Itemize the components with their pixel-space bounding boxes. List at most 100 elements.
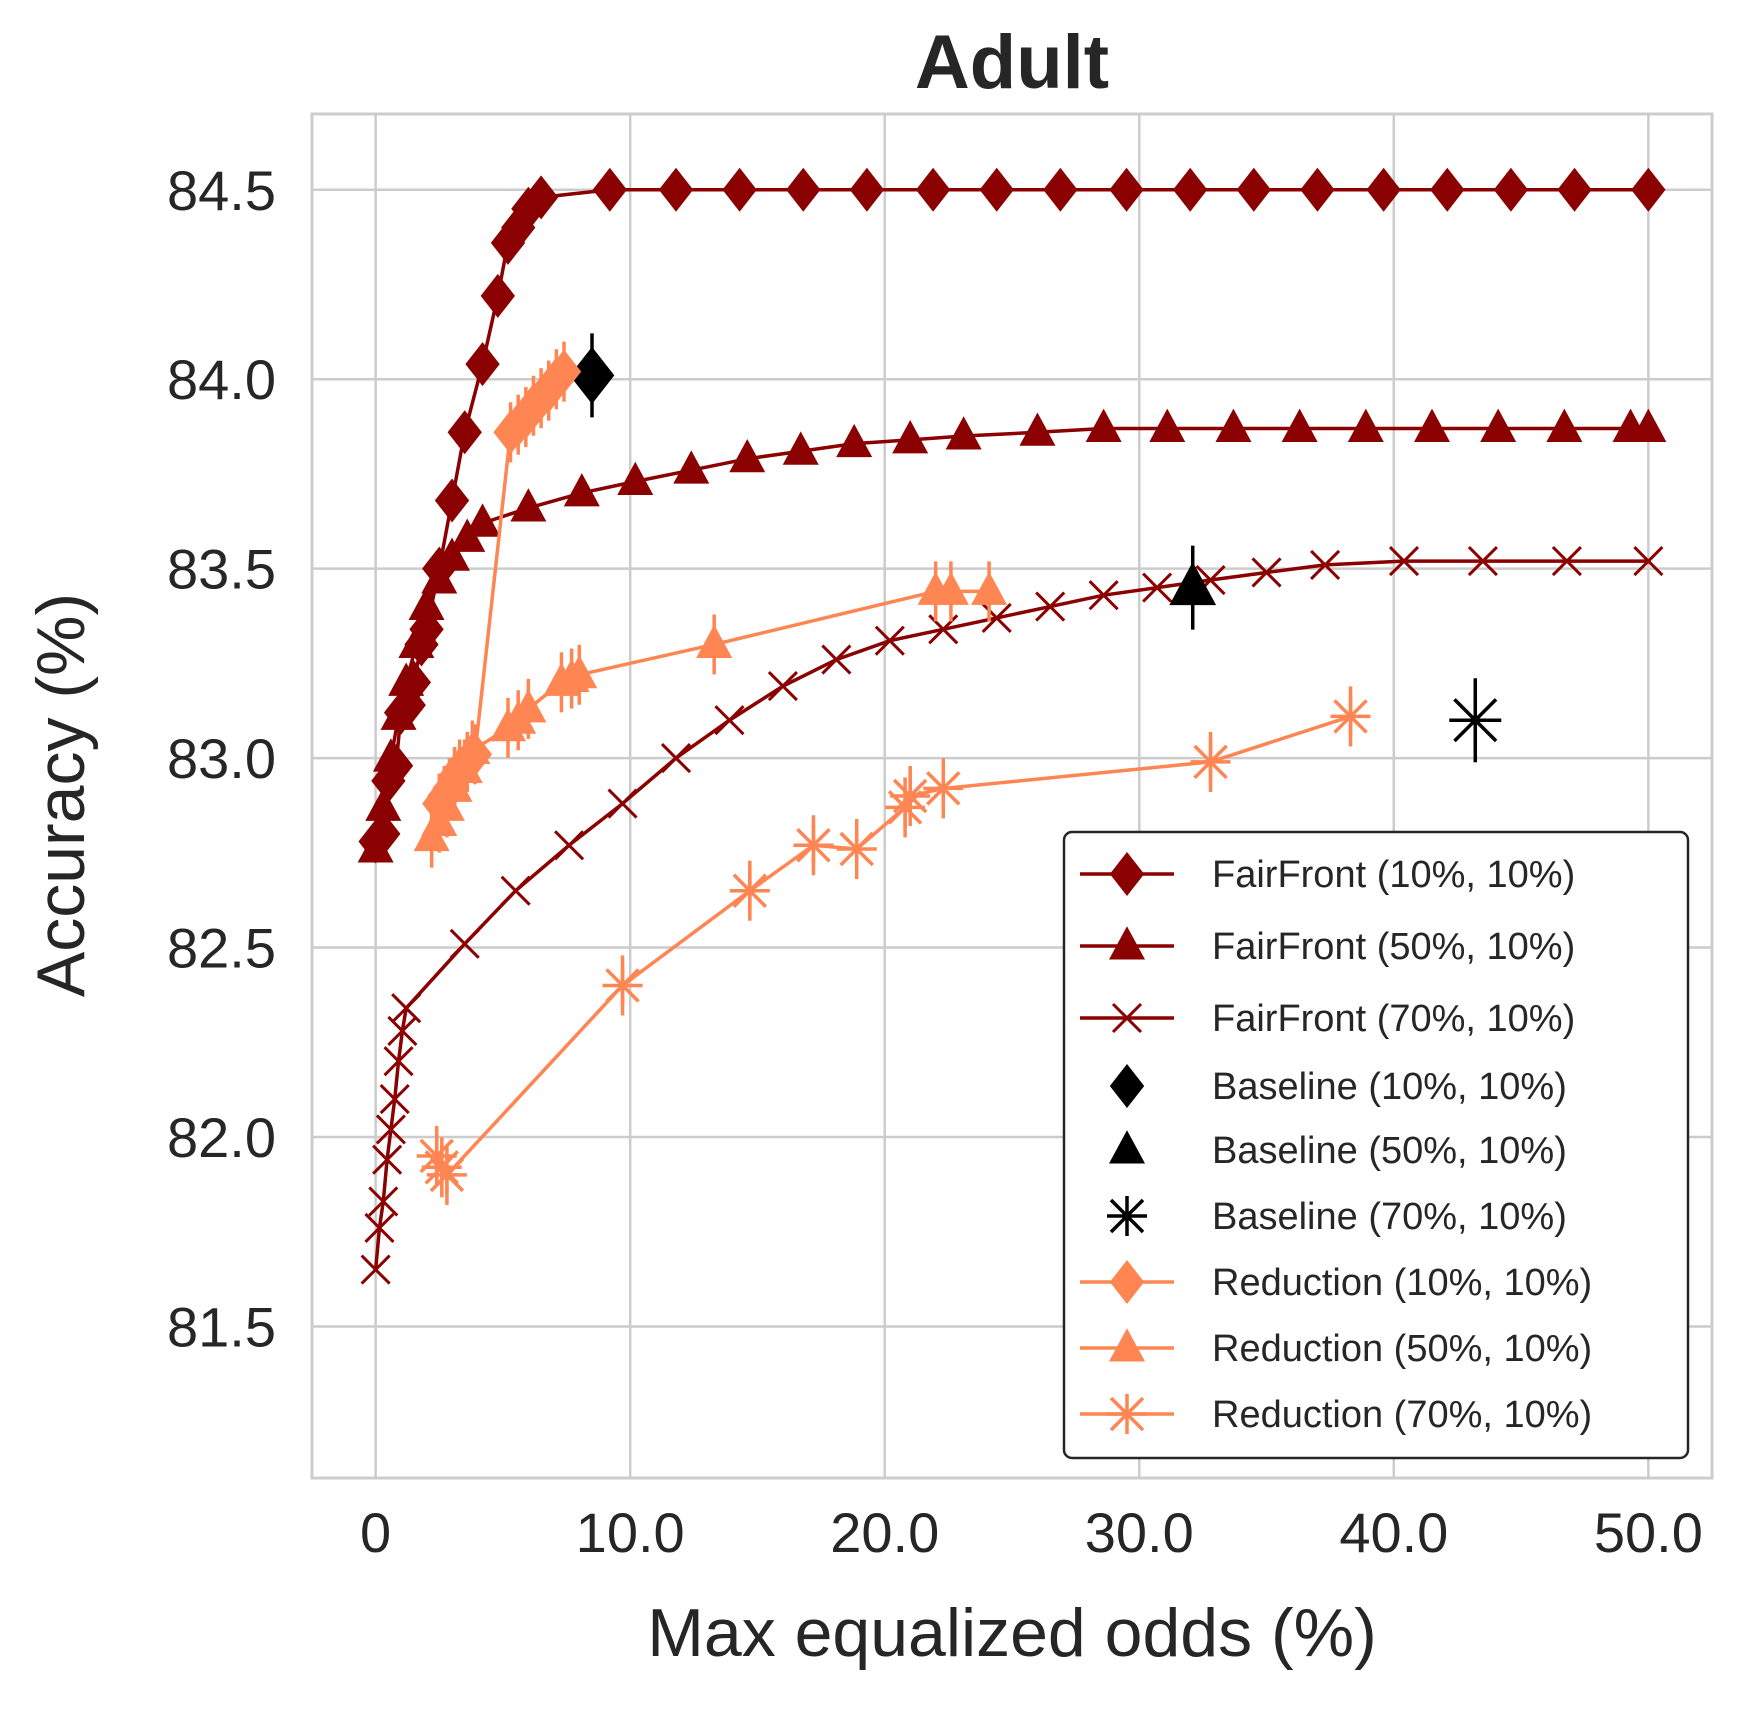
legend-entry: FairFront (50%, 10%): [1080, 926, 1575, 968]
legend-label: Reduction (70%, 10%): [1212, 1394, 1592, 1436]
legend-label: Reduction (50%, 10%): [1212, 1328, 1592, 1370]
y-axis-label: Accuracy (%): [23, 593, 99, 997]
data-point: [821, 644, 852, 675]
data-point: [849, 167, 885, 212]
legend-entry: Baseline (50%, 10%): [1109, 1130, 1567, 1172]
data-point: [696, 624, 733, 658]
data-point: [1467, 546, 1498, 577]
legend-marker: [1107, 1196, 1147, 1236]
data-point: [1043, 167, 1078, 212]
y-tick-label: 84.5: [167, 159, 276, 222]
plot-area: [357, 167, 1667, 1285]
legend-entry: FairFront (10%, 10%): [1080, 852, 1575, 896]
data-point: [554, 830, 585, 861]
data-point: [426, 1154, 467, 1195]
data-point: [945, 416, 982, 450]
data-point: [767, 671, 798, 702]
data-point: [1551, 546, 1582, 577]
data-point: [1088, 580, 1119, 611]
data-point: [592, 167, 627, 212]
data-point: [1414, 408, 1450, 442]
plot-frame: [310, 112, 1714, 1480]
series-fairfront-50-10: [357, 408, 1667, 863]
data-point: [364, 1212, 395, 1243]
data-point: [892, 420, 929, 454]
data-point: [1236, 167, 1271, 212]
data-point: [1149, 408, 1186, 442]
data-point: [1109, 167, 1144, 212]
y-tick-label: 82.0: [167, 1106, 276, 1169]
data-point: [1142, 572, 1173, 603]
data-point: [714, 705, 745, 736]
data-point: [375, 1114, 406, 1145]
x-tick-label: 40.0: [1339, 1501, 1448, 1564]
data-point: [398, 624, 435, 658]
data-point: [447, 410, 482, 455]
x-tick-label: 0: [360, 1501, 391, 1564]
series-line: [373, 559, 1649, 1270]
data-point: [1215, 408, 1252, 442]
data-point: [408, 586, 445, 621]
data-point: [391, 993, 422, 1024]
data-point: [1347, 408, 1384, 442]
data-point: [372, 1144, 403, 1175]
x-tick-label: 20.0: [830, 1501, 939, 1564]
data-point: [1019, 412, 1056, 446]
data-point: [1366, 167, 1401, 212]
data-point: [602, 965, 643, 1006]
data-point: [729, 870, 770, 911]
series-reduction-70-10: [416, 686, 1371, 1205]
legend-label: Baseline (10%, 10%): [1212, 1066, 1567, 1108]
y-tick-label: 82.5: [167, 917, 276, 980]
data-point: [1557, 167, 1592, 212]
legend-marker: [1109, 1328, 1145, 1362]
y-tick-label: 81.5: [167, 1295, 276, 1358]
data-point: [660, 743, 692, 774]
data-point: [1388, 546, 1420, 577]
y-tick-label: 83.5: [167, 538, 276, 601]
data-point: [1449, 694, 1502, 747]
data-point: [923, 768, 964, 809]
data-point: [890, 776, 931, 816]
data-point: [1430, 167, 1465, 212]
data-point: [454, 730, 491, 765]
legend-label: Baseline (50%, 10%): [1212, 1130, 1567, 1172]
legend-box: [1062, 830, 1690, 1460]
data-point: [368, 1186, 399, 1217]
legend-marker: [1109, 852, 1145, 896]
data-point: [464, 503, 501, 537]
data-point: [383, 1046, 414, 1077]
legend-marker: [1109, 926, 1145, 960]
data-point: [1281, 408, 1318, 442]
data-point: [932, 571, 969, 605]
series-baseline-50-10: [1169, 545, 1217, 630]
data-point: [1493, 167, 1529, 212]
x-axis-label: Max equalized odds (%): [647, 1595, 1376, 1671]
data-point: [388, 662, 425, 696]
data-point: [793, 825, 834, 866]
data-point: [915, 167, 951, 212]
y-tick-label: 83.0: [167, 727, 276, 790]
series-reduction-50-10: [413, 561, 1008, 868]
legend-entry: Reduction (10%, 10%): [1080, 1260, 1592, 1304]
data-point: [510, 689, 547, 723]
y-tick-label: 84.0: [167, 348, 276, 411]
legend-marker: [1111, 1002, 1143, 1034]
legend-entry: Reduction (50%, 10%): [1080, 1328, 1592, 1370]
data-point: [480, 273, 515, 318]
data-point: [1085, 408, 1122, 442]
data-point: [365, 787, 402, 821]
data-point: [360, 1254, 391, 1285]
data-point: [1633, 546, 1664, 577]
data-point: [885, 787, 926, 828]
data-point: [1631, 167, 1666, 212]
data-point: [1630, 408, 1667, 442]
series-baseline-70-10: [1449, 678, 1502, 763]
data-point: [1546, 408, 1583, 442]
data-point: [979, 167, 1014, 212]
data-point: [569, 346, 615, 405]
data-point: [1173, 167, 1208, 212]
data-point: [1169, 561, 1217, 606]
legend-entry: Reduction (70%, 10%): [1080, 1394, 1592, 1436]
